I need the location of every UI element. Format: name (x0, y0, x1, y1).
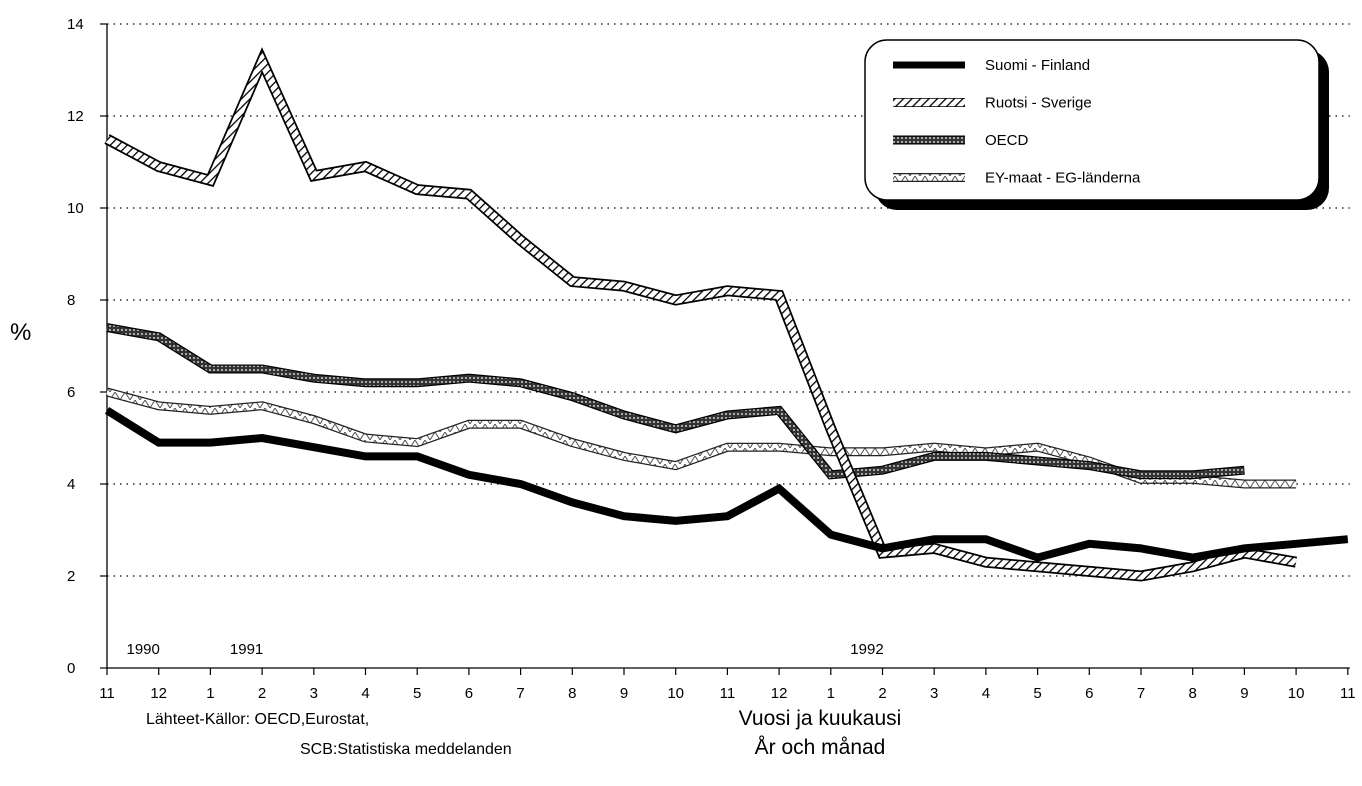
x-tick-label: 11 (720, 685, 736, 702)
year-label: 1990 (127, 641, 160, 658)
y-tick-label: 4 (67, 476, 75, 493)
x-tick-label: 9 (620, 685, 628, 702)
y-tick-label: 14 (67, 16, 84, 33)
year-label: 1992 (850, 641, 883, 658)
series-0 (104, 407, 1349, 562)
x-tick-label: 5 (1033, 685, 1041, 702)
y-tick-label: 10 (67, 200, 84, 217)
x-tick-label: 2 (258, 685, 266, 702)
y-tick-label: 8 (67, 292, 75, 309)
year-label: 1991 (230, 641, 263, 658)
source-line-1: Lähteet-Källor: OECD,Eurostat, (146, 711, 370, 728)
x-tick-label: 4 (982, 685, 990, 702)
legend-label: OECD (985, 132, 1029, 149)
series-group (104, 47, 1349, 582)
x-tick-label: 11 (1340, 685, 1356, 702)
x-tick-label: 4 (361, 685, 369, 702)
legend-box (864, 39, 1320, 201)
legend-label: Ruotsi - Sverige (985, 95, 1092, 112)
legend: Suomi - Finland Ruotsi - Sverige OECD EY-ma… (864, 39, 1329, 210)
x-tick-label: 3 (310, 685, 318, 702)
x-tick-label: 3 (930, 685, 938, 702)
y-tick-label: 12 (67, 108, 84, 125)
x-tick-label: 10 (667, 685, 684, 702)
x-axis-title-line-2: År och månad (754, 736, 886, 759)
x-tick-label: 6 (465, 685, 473, 702)
series-2 (106, 323, 1245, 480)
x-tick-label: 6 (1085, 685, 1093, 702)
y-axis: 0 2 4 6 8 10 12 14 (67, 16, 108, 677)
x-tick-label: 1 (827, 685, 835, 702)
x-tick-label: 2 (878, 685, 886, 702)
x-tick-label: 1 (206, 685, 214, 702)
series-line (104, 407, 1349, 562)
x-axis-title-line-1: Vuosi ja kuukausi (738, 707, 902, 730)
x-tick-label: 8 (1189, 685, 1197, 702)
x-tick-label: 7 (516, 685, 524, 702)
legend-label: Suomi - Finland (985, 57, 1090, 74)
x-tick-label: 8 (568, 685, 576, 702)
x-tick-label: 12 (771, 685, 788, 702)
y-axis-label: % (10, 319, 31, 346)
x-tick-label: 7 (1137, 685, 1145, 702)
y-tick-label: 0 (67, 660, 75, 677)
x-tick-label: 12 (150, 685, 167, 702)
series-1 (104, 47, 1298, 582)
x-tick-label: 10 (1288, 685, 1305, 702)
y-tick-label: 6 (67, 384, 75, 401)
source-line-2: SCB:Statistiska meddelanden (300, 741, 512, 758)
y-tick-label: 2 (67, 568, 75, 585)
x-tick-label: 5 (413, 685, 421, 702)
x-tick-label: 9 (1240, 685, 1248, 702)
x-tick-label: 11 (99, 685, 115, 702)
series-line-fill (105, 51, 1297, 580)
series-line-fill (106, 324, 1245, 479)
legend-label: EY-maat - EG-länderna (985, 170, 1141, 187)
